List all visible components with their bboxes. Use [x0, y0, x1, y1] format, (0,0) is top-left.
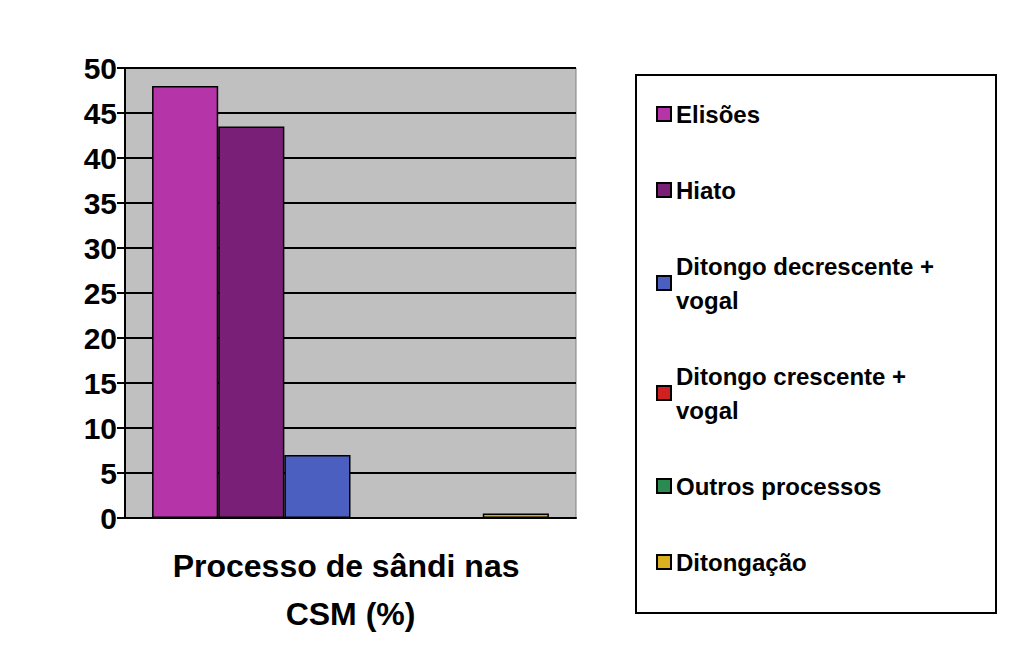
svg-text:Ditongação: Ditongação [676, 549, 807, 576]
svg-text:vogal: vogal [676, 397, 739, 424]
svg-text:Elisões: Elisões [676, 101, 760, 128]
svg-text:20: 20 [84, 322, 117, 355]
svg-text:Hiato: Hiato [676, 177, 736, 204]
svg-text:45: 45 [84, 97, 117, 130]
svg-text:Ditongo crescente +: Ditongo crescente + [676, 363, 913, 390]
svg-text:0: 0 [100, 502, 117, 535]
svg-text:CSM (%): CSM (%) [286, 596, 416, 632]
svg-text:25: 25 [84, 277, 117, 310]
svg-text:Processo de sândi nas: Processo de sândi nas [173, 548, 529, 584]
svg-text:30: 30 [84, 232, 117, 265]
svg-text:50: 50 [84, 52, 117, 85]
svg-text:vogal: vogal [676, 287, 739, 314]
svg-text:Outros processos: Outros processos [676, 473, 881, 500]
svg-text:40: 40 [84, 142, 117, 175]
svg-text:15: 15 [84, 367, 117, 400]
svg-text:5: 5 [100, 457, 117, 490]
svg-text:Ditongo decrescente +: Ditongo decrescente + [676, 253, 941, 280]
svg-text:10: 10 [84, 412, 117, 445]
svg-text:35: 35 [84, 187, 117, 220]
